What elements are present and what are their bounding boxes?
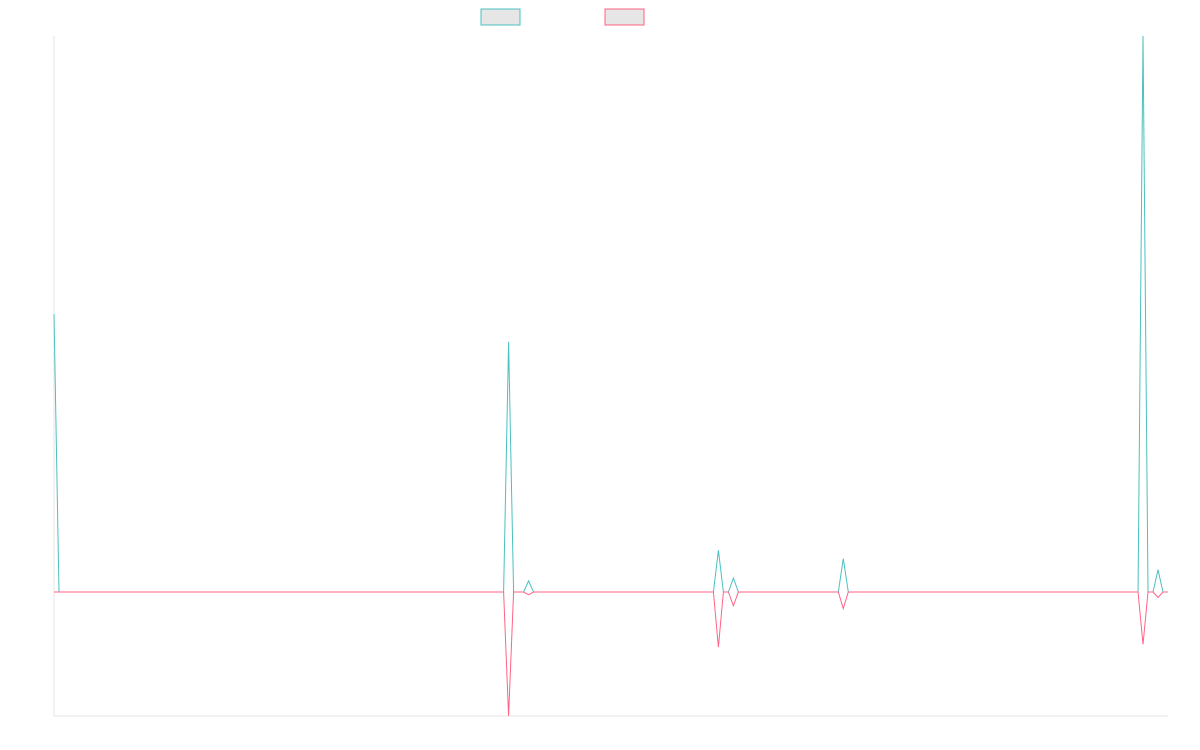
series-line-2 bbox=[54, 591, 1168, 717]
legend-swatch-2[interactable] bbox=[604, 8, 645, 26]
series-layer bbox=[53, 35, 1168, 717]
axes bbox=[53, 36, 1168, 717]
legend-swatch-1[interactable] bbox=[480, 8, 521, 26]
series-line-1 bbox=[53, 35, 1168, 593]
legend bbox=[480, 8, 645, 26]
